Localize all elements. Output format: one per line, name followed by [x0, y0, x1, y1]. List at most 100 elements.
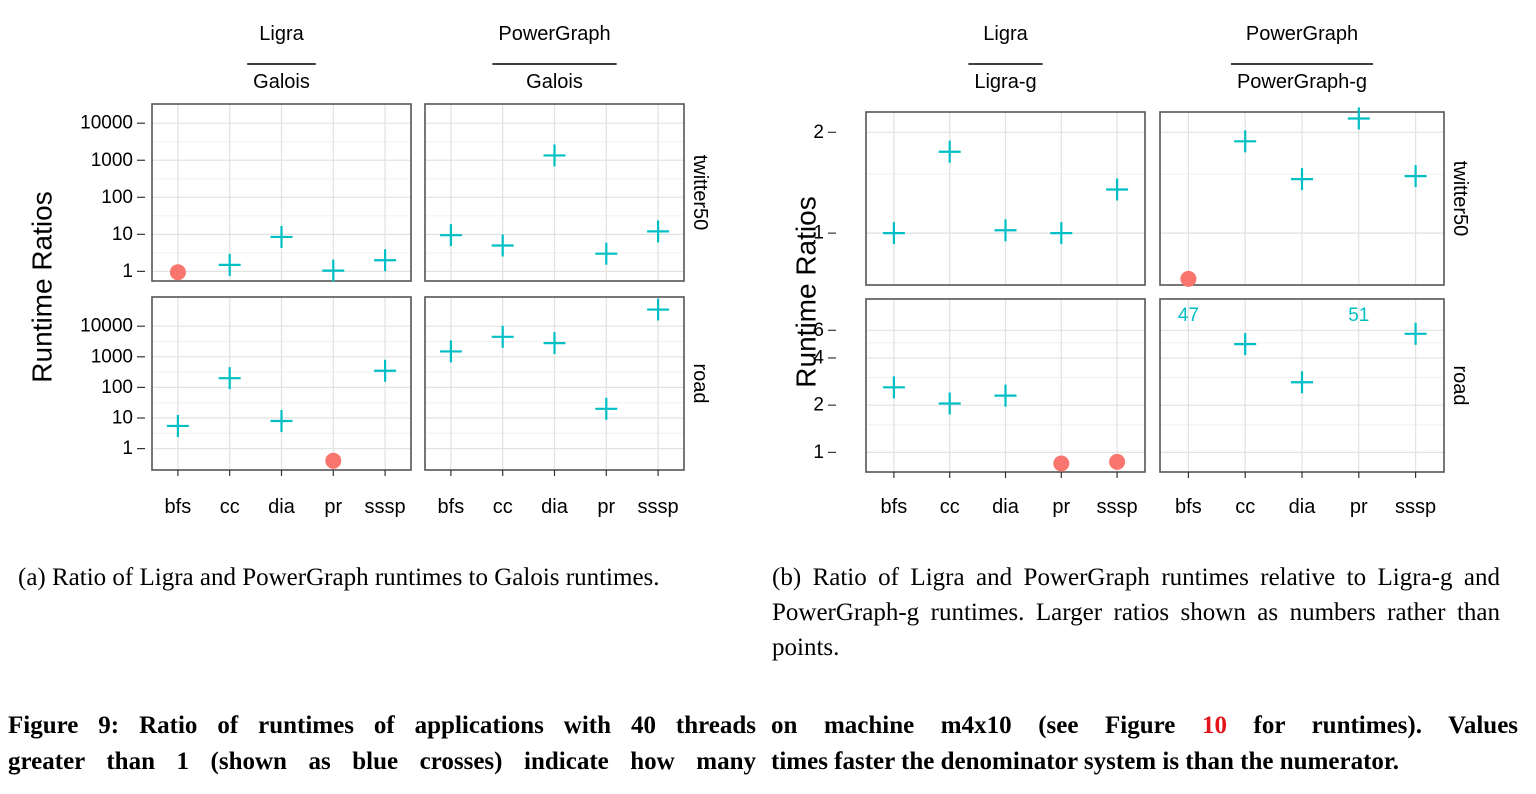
- x-tick-label: pr: [1052, 496, 1070, 518]
- cross-point: [1234, 130, 1257, 153]
- cross-point: [647, 298, 670, 321]
- row-strip-label: road: [689, 363, 711, 403]
- cross-point: [882, 222, 905, 245]
- cross-point: [543, 144, 566, 167]
- x-tick-label: dia: [268, 496, 296, 518]
- y-tick-label: 1: [122, 438, 133, 459]
- x-tick-label: bfs: [165, 496, 192, 518]
- y-tick-label: 100: [101, 377, 133, 398]
- column-denominator-label: Galois: [526, 71, 583, 93]
- cross-point: [491, 234, 514, 257]
- cross-point: [1404, 165, 1427, 188]
- cross-point: [994, 384, 1017, 407]
- x-tick-label: sssp: [1097, 496, 1138, 518]
- x-tick-label: dia: [992, 496, 1020, 518]
- dot-point: [1180, 270, 1197, 287]
- x-tick-label: sssp: [365, 496, 406, 518]
- dot-point: [169, 264, 186, 281]
- x-tick-label: sssp: [1395, 496, 1436, 518]
- cross-point: [270, 225, 293, 248]
- dot-point: [1053, 455, 1070, 472]
- cross-point: [374, 359, 397, 382]
- panel-border: [151, 103, 412, 282]
- cross-point: [938, 392, 961, 415]
- column-numerator-label: PowerGraph: [498, 23, 610, 45]
- x-tick-label: pr: [1350, 496, 1368, 518]
- column-denominator-label: PowerGraph-g: [1237, 71, 1367, 93]
- cross-point: [1234, 333, 1257, 356]
- cross-point: [439, 340, 462, 363]
- y-tick-label: 10: [112, 408, 133, 429]
- cross-point: [374, 249, 397, 272]
- figure-reference-link[interactable]: 10: [1201, 712, 1227, 739]
- cross-point: [1291, 371, 1313, 394]
- panel-border: [1159, 111, 1445, 286]
- x-tick-label: pr: [324, 496, 342, 518]
- cross-point: [218, 367, 241, 390]
- y-tick-label: 6: [813, 320, 824, 341]
- x-tick-label: dia: [541, 496, 569, 518]
- y-tick-label: 10000: [80, 113, 133, 134]
- y-tick-label: 10: [112, 224, 133, 245]
- cross-point: [595, 397, 618, 420]
- cross-point: [1347, 107, 1370, 130]
- row-strip-label: twitter50: [689, 155, 711, 231]
- large-ratio-label: 51: [1348, 305, 1369, 326]
- caption-b: (b) Ratio of Ligra and PowerGraph runtim…: [772, 564, 1500, 661]
- figure-caption-line2-left: greater than 1 (shown as blue crosses) i…: [8, 748, 756, 775]
- y-tick-label: 2: [813, 395, 824, 416]
- y-tick-label: 1000: [91, 150, 133, 171]
- cross-point: [1050, 222, 1073, 245]
- cross-point: [166, 414, 189, 437]
- cross-point: [994, 219, 1017, 242]
- cross-point: [938, 140, 961, 163]
- x-tick-label: pr: [597, 496, 615, 518]
- figure-caption-line2-right: times faster the denominator system is t…: [771, 748, 1399, 775]
- y-tick-label: 10000: [80, 316, 133, 337]
- cross-point: [1404, 322, 1427, 345]
- y-tick-label: 1: [122, 261, 133, 282]
- column-denominator-label: Galois: [253, 71, 310, 93]
- dot-point: [1109, 453, 1126, 470]
- cross-point: [1106, 178, 1129, 201]
- x-tick-label: cc: [220, 496, 240, 518]
- cross-point: [882, 376, 905, 399]
- cross-point: [439, 224, 462, 247]
- column-denominator-label: Ligra-g: [974, 71, 1036, 93]
- x-tick-label: cc: [1235, 496, 1255, 518]
- cross-point: [1291, 168, 1313, 191]
- cross-point: [270, 409, 293, 432]
- panel-border: [865, 111, 1146, 286]
- caption-a: (a) Ratio of Ligra and PowerGraph runtim…: [18, 564, 660, 591]
- row-strip-label: twitter50: [1449, 161, 1471, 237]
- x-tick-label: cc: [940, 496, 960, 518]
- cross-point: [322, 259, 345, 282]
- x-tick-label: bfs: [438, 496, 465, 518]
- y-tick-label: 1: [813, 223, 824, 244]
- cross-point: [491, 325, 514, 348]
- x-tick-label: cc: [493, 496, 513, 518]
- y-tick-label: 1000: [91, 346, 133, 367]
- figure-caption-line1-right: on machine m4x10 (see Figure 10 for runt…: [771, 712, 1519, 739]
- x-tick-label: bfs: [1175, 496, 1202, 518]
- panel-border: [424, 103, 685, 282]
- column-numerator-label: Ligra: [983, 23, 1028, 45]
- row-strip-label: road: [1449, 365, 1471, 405]
- figure-caption-line1-left: Figure 9: Ratio of runtimes of applicati…: [8, 712, 756, 739]
- x-tick-label: dia: [1289, 496, 1317, 518]
- y-tick-label: 100: [101, 187, 133, 208]
- column-numerator-label: PowerGraph: [1246, 23, 1358, 45]
- dot-point: [325, 452, 342, 469]
- cross-point: [218, 253, 241, 276]
- x-tick-label: bfs: [881, 496, 908, 518]
- y-tick-label: 1: [813, 442, 824, 463]
- y-axis-title: Runtime Ratios: [27, 191, 58, 382]
- cross-point: [595, 242, 618, 265]
- large-ratio-label: 47: [1178, 305, 1199, 326]
- y-tick-label: 2: [813, 122, 824, 143]
- y-axis-title: Runtime Ratios: [791, 196, 822, 387]
- column-numerator-label: Ligra: [259, 23, 304, 45]
- cross-point: [543, 332, 566, 355]
- x-tick-label: sssp: [638, 496, 679, 518]
